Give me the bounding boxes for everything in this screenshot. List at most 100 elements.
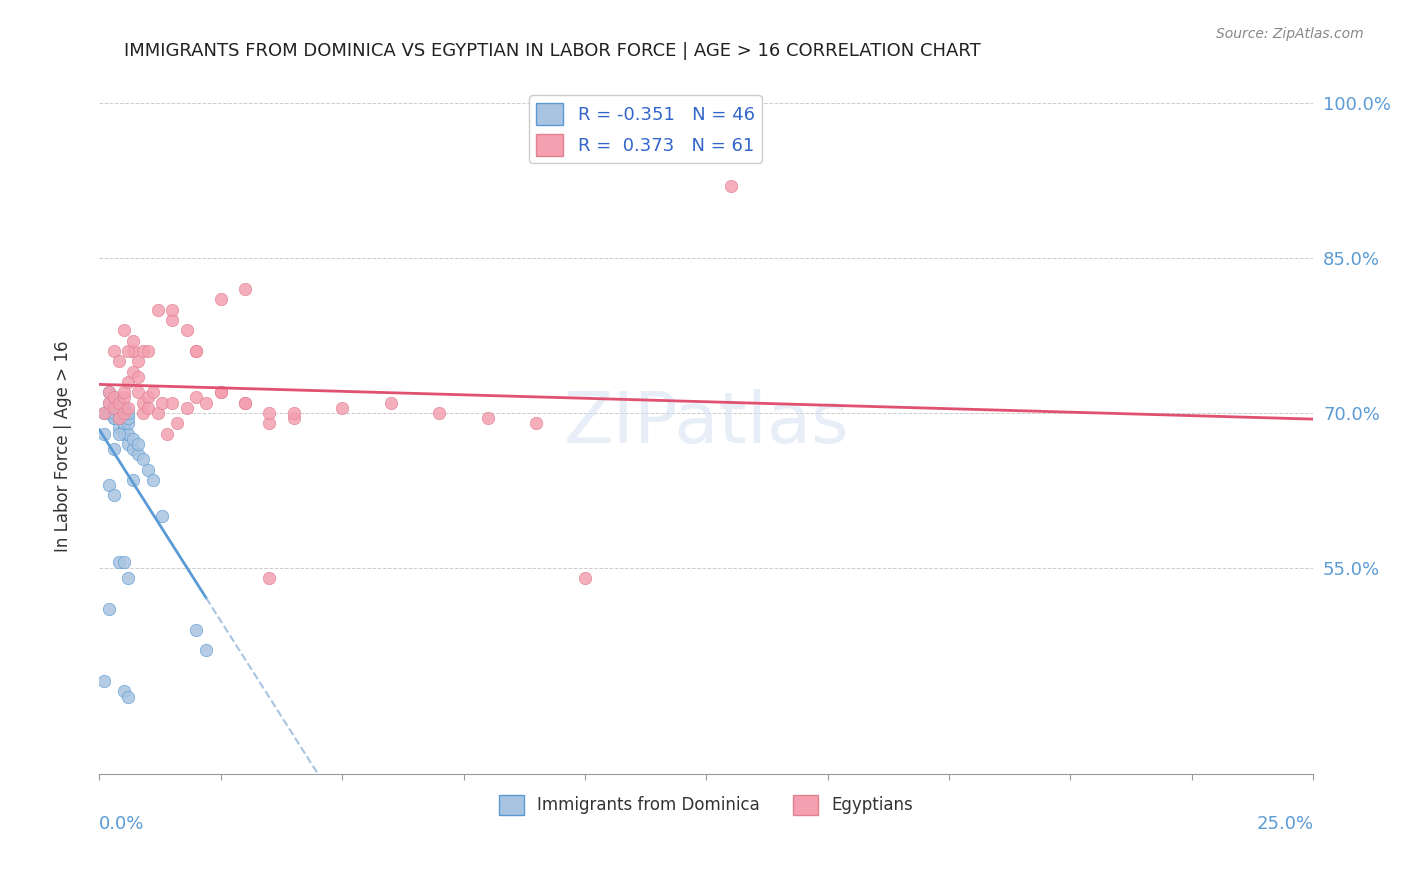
Text: Source: ZipAtlas.com: Source: ZipAtlas.com [1216, 27, 1364, 41]
Point [103, 411, 125, 425]
Point [103, 406, 125, 420]
Point [93, 426, 115, 441]
Point [103, 411, 125, 425]
Point [107, 426, 129, 441]
Point [195, 395, 218, 409]
Point [103, 401, 125, 415]
Point [112, 684, 135, 698]
Point [136, 463, 159, 477]
Point [122, 473, 145, 487]
Point [160, 395, 183, 409]
Point [136, 401, 159, 415]
Point [132, 395, 155, 409]
Point [209, 385, 232, 400]
Point [186, 343, 208, 358]
Point [98, 478, 121, 492]
Point [209, 293, 232, 307]
Point [103, 391, 125, 405]
Point [283, 406, 305, 420]
Point [93, 674, 115, 689]
Point [98, 395, 121, 409]
Point [127, 369, 149, 384]
Point [98, 406, 121, 420]
Point [112, 391, 135, 405]
Point [127, 447, 149, 461]
Point [283, 411, 305, 425]
Point [112, 406, 135, 420]
Point [112, 385, 135, 400]
Point [107, 411, 129, 425]
Legend: Immigrants from Dominica, Egyptians: Immigrants from Dominica, Egyptians [492, 789, 921, 822]
Point [136, 391, 159, 405]
Point [146, 406, 169, 420]
Point [259, 416, 281, 430]
Point [112, 323, 135, 337]
Point [98, 395, 121, 409]
Point [117, 375, 139, 389]
Point [112, 556, 135, 570]
Point [233, 395, 256, 409]
Point [93, 406, 115, 420]
Point [117, 411, 139, 425]
Point [233, 282, 256, 296]
Point [160, 313, 183, 327]
Point [117, 416, 139, 430]
Point [524, 416, 547, 430]
Text: 0.0%: 0.0% [100, 815, 145, 833]
Point [117, 401, 139, 415]
Point [186, 623, 208, 637]
Point [186, 391, 208, 405]
Point [93, 406, 115, 420]
Text: IMMIGRANTS FROM DOMINICA VS EGYPTIAN IN LABOR FORCE | AGE > 16 CORRELATION CHART: IMMIGRANTS FROM DOMINICA VS EGYPTIAN IN … [124, 42, 980, 60]
Point [107, 421, 129, 435]
Point [117, 426, 139, 441]
Point [720, 178, 742, 193]
Point [117, 690, 139, 704]
Point [146, 302, 169, 317]
Point [117, 571, 139, 585]
Point [107, 556, 129, 570]
Point [107, 406, 129, 420]
Point [112, 416, 135, 430]
Point [142, 385, 165, 400]
Text: 25.0%: 25.0% [1256, 815, 1313, 833]
Point [233, 395, 256, 409]
Point [103, 442, 125, 456]
Point [142, 473, 165, 487]
Point [103, 488, 125, 502]
Point [186, 343, 208, 358]
Point [132, 452, 155, 467]
Point [107, 411, 129, 425]
Point [107, 395, 129, 409]
Point [117, 406, 139, 420]
Point [330, 401, 353, 415]
Point [107, 395, 129, 409]
Point [112, 401, 135, 415]
Point [156, 426, 179, 441]
Point [477, 411, 499, 425]
Point [122, 334, 145, 348]
Point [107, 354, 129, 368]
Point [107, 411, 129, 425]
Point [103, 401, 125, 415]
Point [98, 602, 121, 616]
Point [98, 385, 121, 400]
Point [259, 571, 281, 585]
Point [380, 395, 402, 409]
Point [574, 571, 596, 585]
Text: In Labor Force | Age > 16: In Labor Force | Age > 16 [55, 340, 72, 552]
Point [127, 385, 149, 400]
Point [176, 323, 198, 337]
Point [160, 302, 183, 317]
Point [132, 406, 155, 420]
Point [122, 365, 145, 379]
Point [103, 343, 125, 358]
Point [122, 343, 145, 358]
Point [127, 437, 149, 451]
Point [166, 416, 188, 430]
Point [195, 643, 218, 657]
Point [127, 354, 149, 368]
Point [98, 385, 121, 400]
Point [152, 509, 174, 524]
Point [112, 426, 135, 441]
